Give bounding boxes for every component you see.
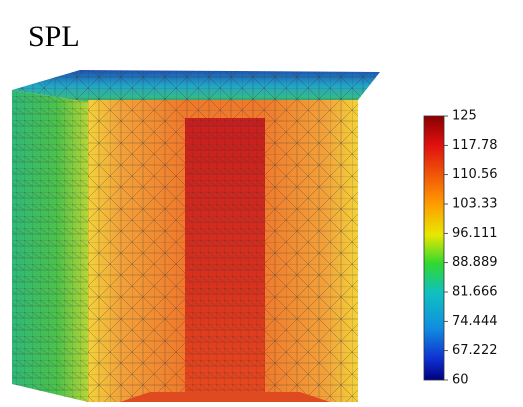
title: SPL — [28, 20, 80, 53]
colorbar-tick-label: 88.889 — [452, 255, 498, 270]
colorbar-tick-label: 81.666 — [452, 285, 498, 300]
colorbar-tick-label: 74.444 — [452, 314, 498, 329]
colorbar-tick-label: 117.78 — [452, 138, 498, 153]
colorbar-tick-label: 110.56 — [452, 167, 498, 182]
colorbar: 125 117.78 110.56 103.33 96.111 88.889 81.666 7… — [424, 109, 498, 388]
figure: SPL 125 117.78 110.56 103.33 96.111 88.889 81.… — [0, 0, 523, 407]
colorbar-gradient — [424, 116, 444, 380]
cube-render — [12, 70, 380, 402]
colorbar-tick-label: 67.222 — [452, 343, 498, 358]
colorbar-tick-label: 125 — [452, 109, 477, 124]
colorbar-tick-label: 103.33 — [452, 197, 498, 212]
colorbar-tick-label: 96.111 — [452, 226, 498, 241]
colorbar-tick-label: 60 — [452, 373, 469, 388]
